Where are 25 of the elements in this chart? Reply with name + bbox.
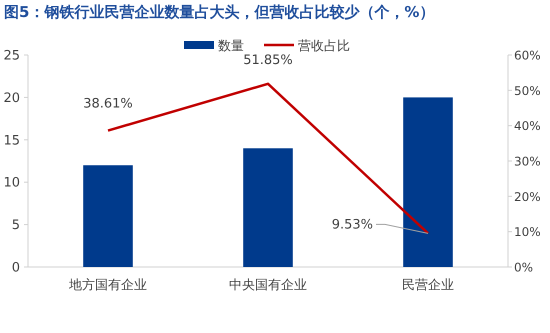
bar	[243, 148, 293, 267]
y2-tick-label: 40%	[514, 119, 541, 134]
data-label: 38.61%	[83, 96, 133, 112]
bar	[403, 97, 453, 267]
title: 图5：钢铁行业民营企业数量占大头，但营收占比较少（个，%）	[4, 2, 436, 23]
y2-tick-label: 20%	[514, 190, 541, 204]
y-tick-label: 0	[12, 260, 20, 276]
bar	[83, 165, 133, 267]
y-tick-label: 20	[3, 90, 20, 106]
y2-tick-label: 0%	[514, 260, 534, 274]
y-tick-label: 5	[12, 218, 20, 234]
x-tick-label: 地方国有企业	[68, 277, 147, 293]
y-tick-label: 15	[3, 133, 20, 148]
x-tick-label: 民营企业	[402, 278, 454, 293]
y2-tick-label: 10%	[514, 225, 541, 240]
data-label: 9.53%	[332, 217, 373, 232]
y2-tick-label: 30%	[514, 154, 541, 168]
data-label: 51.85%	[243, 52, 293, 68]
y2-tick-label: 60%	[514, 48, 541, 62]
y-tick-label: 10	[3, 176, 20, 191]
x-tick-label: 中央国有企业	[229, 278, 307, 293]
y-tick-label: 25	[3, 48, 20, 64]
legend-label: 数量	[218, 39, 244, 54]
legend-label: 营收占比	[298, 39, 350, 54]
y2-tick-label: 50%	[514, 84, 541, 98]
